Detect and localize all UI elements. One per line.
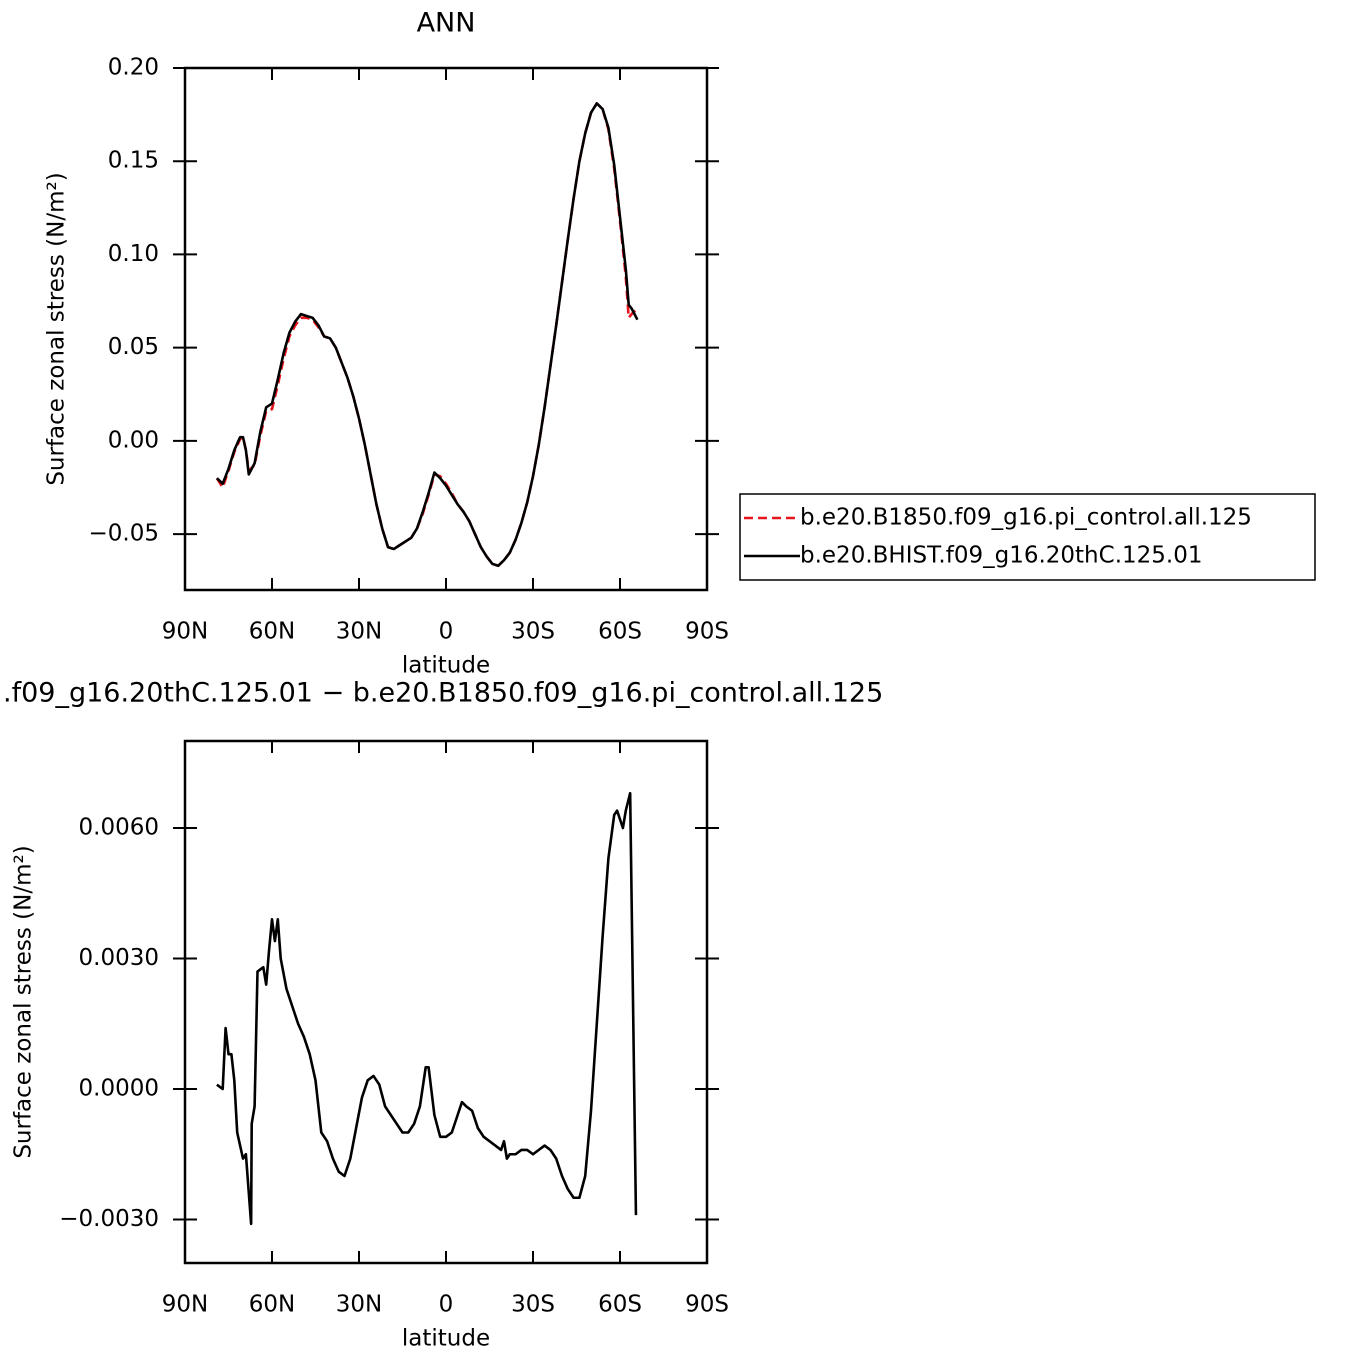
x-tick-label: 90S bbox=[685, 1292, 729, 1318]
y-tick-label: −0.05 bbox=[89, 521, 159, 547]
data-line bbox=[216, 791, 638, 1226]
legend-box bbox=[739, 493, 1316, 581]
x-axis-label: latitude bbox=[402, 653, 490, 679]
y-tick-label: 0.0030 bbox=[79, 945, 159, 971]
y-axis-label: Surface zonal stress (N/m²) bbox=[44, 172, 70, 485]
y-tick-label: 0.15 bbox=[108, 148, 159, 174]
x-tick-label: 60N bbox=[249, 619, 295, 645]
x-tick-label: 60S bbox=[598, 1292, 642, 1318]
y-tick-label: 0.00 bbox=[108, 427, 159, 453]
y-tick-label: 0.10 bbox=[108, 241, 159, 267]
data-line bbox=[215, 102, 639, 568]
x-tick-label: 90S bbox=[685, 619, 729, 645]
x-tick-label: 60N bbox=[249, 1292, 295, 1318]
x-tick-label: 0 bbox=[439, 1292, 454, 1318]
x-tick-label: 60S bbox=[598, 619, 642, 645]
x-tick-label: 90N bbox=[162, 619, 208, 645]
y-tick-label: −0.0030 bbox=[59, 1206, 159, 1232]
x-tick-label: 30N bbox=[336, 1292, 382, 1318]
plot-frame bbox=[183, 66, 709, 592]
chart-title: ANN bbox=[417, 8, 476, 39]
y-tick-label: 0.05 bbox=[108, 334, 159, 360]
y-axis-label: Surface zonal stress (N/m²) bbox=[11, 845, 37, 1158]
x-tick-label: 30S bbox=[511, 1292, 555, 1318]
y-tick-label: 0.20 bbox=[108, 55, 159, 81]
x-tick-label: 30N bbox=[336, 619, 382, 645]
y-tick-label: 0.0060 bbox=[79, 815, 159, 841]
y-tick-label: 0.0000 bbox=[79, 1076, 159, 1102]
x-tick-label: 0 bbox=[439, 619, 454, 645]
legend-label: b.e20.BHIST.f09_g16.20thC.125.01 bbox=[800, 543, 1202, 569]
x-axis-label: latitude bbox=[402, 1326, 490, 1352]
legend-label: b.e20.B1850.f09_g16.pi_control.all.125 bbox=[800, 505, 1252, 531]
x-tick-label: 90N bbox=[162, 1292, 208, 1318]
x-tick-label: 30S bbox=[511, 619, 555, 645]
chart-title: .f09_g16.20thC.125.01 − b.e20.B1850.f09_… bbox=[3, 678, 883, 709]
plot-frame bbox=[183, 739, 709, 1265]
